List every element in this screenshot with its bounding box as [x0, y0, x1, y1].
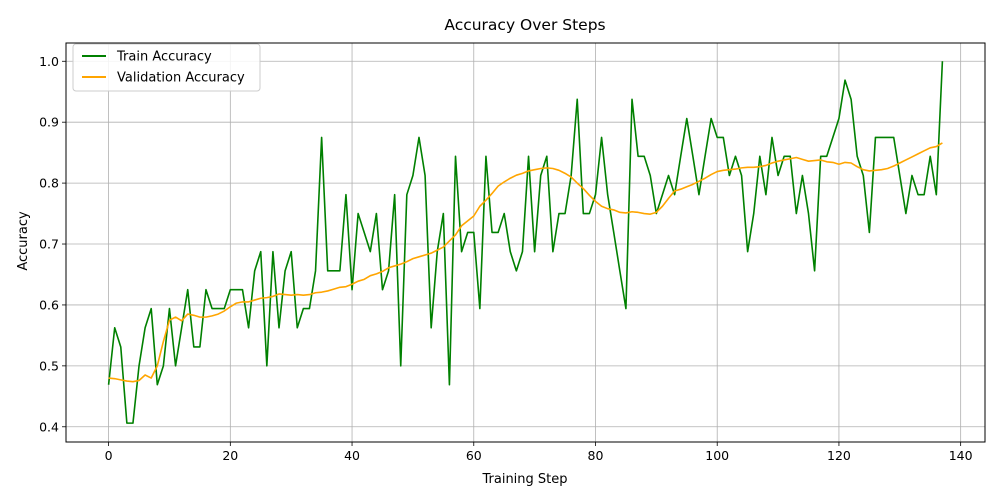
y-tick-label: 1.0 — [39, 54, 59, 69]
chart-title: Accuracy Over Steps — [444, 16, 605, 34]
legend-label-train: Train Accuracy — [116, 50, 212, 65]
x-tick-label: 0 — [105, 448, 113, 463]
legend-box — [72, 43, 261, 92]
x-tick-label: 40 — [344, 448, 360, 463]
grid — [66, 43, 985, 442]
x-tick-label: 100 — [705, 448, 729, 463]
legend-label-validation: Validation Accuracy — [117, 71, 245, 86]
x-axis-label: Training Step — [481, 472, 567, 487]
series-lines — [107, 61, 944, 424]
x-tick-label: 120 — [827, 448, 851, 463]
validation-accuracy-line — [108, 142, 943, 383]
plot-area — [65, 42, 986, 443]
y-tick-label: 0.7 — [39, 237, 59, 252]
y-tick-label: 0.9 — [39, 115, 59, 130]
train-accuracy-line — [107, 61, 944, 424]
legend: Train Accuracy Validation Accuracy — [72, 43, 261, 92]
x-tick-label: 20 — [222, 448, 238, 463]
y-tick-label: 0.5 — [39, 358, 59, 373]
y-tick-label: 0.6 — [39, 297, 59, 312]
y-tick-label: 0.4 — [39, 419, 59, 434]
x-tick-label: 140 — [949, 448, 973, 463]
y-axis-label: Accuracy — [16, 211, 31, 271]
axis-ticks: 0 20 40 60 80 100 120 140 0.4 0.5 0.6 0.7 0.8 0.9 1.0 — [39, 54, 973, 463]
x-tick-label: 60 — [466, 448, 482, 463]
x-tick-label: 80 — [588, 448, 604, 463]
y-tick-label: 0.8 — [39, 176, 59, 191]
